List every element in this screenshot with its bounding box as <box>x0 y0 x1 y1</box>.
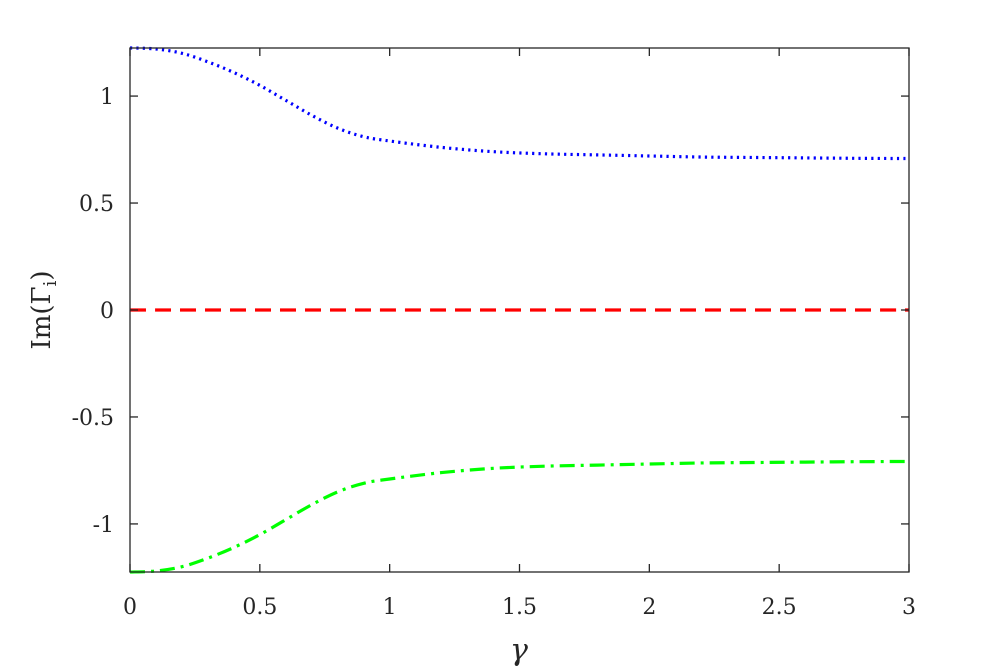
x-tick-labels: 0 0.5 1 1.5 2 2.5 3 <box>123 595 916 620</box>
x-tick-label: 3 <box>902 595 916 620</box>
series-line-dotted <box>129 46 910 161</box>
x-tick-label: 2.5 <box>762 595 797 620</box>
series-layer <box>129 46 910 574</box>
y-axis-title-close: ) <box>27 270 57 280</box>
y-tick-label: 0 <box>100 299 114 324</box>
x-tick-label: 0.5 <box>242 595 277 620</box>
x-tick-label: 2 <box>642 595 656 620</box>
x-tick-label: 1.5 <box>502 595 537 620</box>
y-axis-title: Im(Γi) <box>27 270 61 349</box>
y-tick-label: 1 <box>100 85 114 110</box>
series-line-dashdot <box>129 459 910 574</box>
plot-area-frame <box>129 47 910 573</box>
y-tick-label: 0.5 <box>79 192 114 217</box>
y-tick-label: -1 <box>93 513 114 538</box>
y-tick-labels: 1 0.5 0 -0.5 -1 <box>72 85 114 538</box>
y-axis-title-subscript: i <box>40 280 61 286</box>
y-axis-title-main: Im(Γ <box>27 286 57 349</box>
x-axis-title: γ <box>510 633 528 668</box>
x-tick-label: 0 <box>123 595 137 620</box>
y-tick-label: -0.5 <box>72 406 114 431</box>
x-tick-label: 1 <box>383 595 397 620</box>
